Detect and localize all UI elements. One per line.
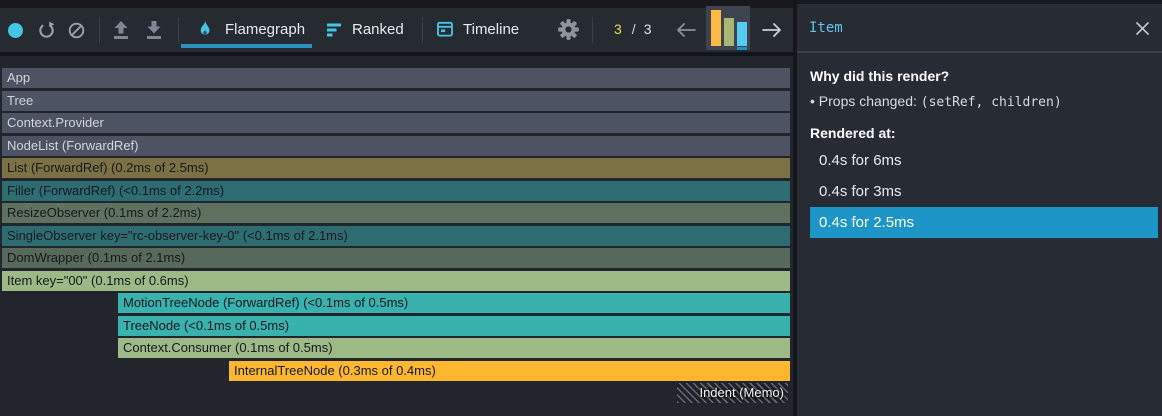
tab-flamegraph[interactable]	[196, 20, 214, 38]
toolbar-divider	[178, 17, 179, 43]
selected-component-name: Item	[809, 20, 843, 36]
selected-commit-indicator	[737, 47, 747, 50]
bullet: •	[810, 93, 815, 109]
current-commit-number: 3	[614, 21, 622, 37]
render-reason: • Props changed: (setRef, children)	[810, 93, 1158, 110]
commit-bar[interactable]	[737, 22, 747, 46]
flame-bar-motion-tree-node[interactable]: MotionTreeNode (ForwardRef) (<0.1ms of 0…	[118, 293, 790, 313]
commit-bar[interactable]	[711, 10, 721, 46]
timeline-calendar-icon	[436, 20, 454, 38]
flamegraph-rows: App Tree Context.Provider NodeList (Forward…	[0, 56, 793, 416]
download-icon	[143, 20, 165, 41]
changed-props-code: (setRef, children)	[920, 95, 1062, 110]
window-top-strip	[0, 0, 1162, 8]
flame-bar-tree-node[interactable]: TreeNode (<0.1ms of 0.5ms)	[118, 315, 790, 336]
flame-bar-resize-observer[interactable]: ResizeObserver (0.1ms of 2.2ms)	[2, 203, 790, 223]
profiler-toolbar: Flamegraph Ranked T	[0, 6, 793, 52]
reload-icon	[37, 21, 56, 40]
next-commit-button[interactable]	[762, 23, 782, 37]
panel-divider	[793, 0, 797, 416]
toolbar-divider	[592, 17, 593, 43]
total-commit-number: 3	[643, 21, 652, 37]
arrow-right-icon	[762, 23, 782, 37]
rendered-at-title: Rendered at:	[810, 125, 896, 141]
settings-button[interactable]	[557, 18, 580, 41]
tab-ranked-label[interactable]: Ranked	[352, 21, 404, 38]
save-profile-button[interactable]	[143, 20, 165, 41]
tab-timeline[interactable]	[436, 20, 454, 38]
selected-element-panel: Item Why did this render? • Props change…	[797, 4, 1162, 416]
clear-profiling-button[interactable]	[68, 22, 85, 39]
flame-bar-internal-tree-node[interactable]: InternalTreeNode (0.3ms of 0.4ms)	[229, 360, 790, 381]
toolbar-divider	[99, 17, 100, 43]
load-profile-button[interactable]	[110, 20, 132, 41]
tab-ranked[interactable]	[325, 21, 343, 39]
upload-icon	[110, 20, 132, 41]
flame-bar-context-consumer[interactable]: Context.Consumer (0.1ms of 0.5ms)	[118, 338, 790, 358]
gear-icon	[557, 18, 580, 41]
flame-bar-item[interactable]: Item key="00" (0.1ms of 0.6ms)	[2, 270, 790, 291]
rendered-at-item[interactable]: 0.4s for 6ms	[819, 152, 902, 169]
active-tab-indicator	[181, 44, 312, 48]
panel-header: Item	[797, 4, 1162, 53]
previous-commit-button[interactable]	[676, 23, 696, 37]
flame-bar-nodelist[interactable]: NodeList (ForwardRef)	[2, 135, 790, 156]
flame-bar-context-provider[interactable]: Context.Provider	[2, 113, 790, 133]
commit-bar[interactable]	[724, 18, 734, 46]
toolbar-divider	[422, 17, 423, 43]
toolbar-bottom-border	[0, 52, 793, 56]
flame-icon	[196, 20, 214, 38]
block-icon	[68, 22, 85, 39]
ranked-bars-icon	[325, 21, 343, 39]
reload-and-profile-button[interactable]	[37, 21, 56, 40]
flame-bar-dom-wrapper[interactable]: DomWrapper (0.1ms of 2.1ms)	[2, 248, 790, 268]
flame-bar-indent-memo[interactable]: Indent (Memo)	[677, 383, 788, 403]
flame-bar-app[interactable]: App	[2, 68, 790, 88]
flame-bar-tree[interactable]: Tree	[2, 90, 790, 111]
why-did-this-render-title: Why did this render?	[810, 68, 950, 84]
flame-bar-list[interactable]: List (ForwardRef) (0.2ms of 2.5ms)	[2, 158, 790, 178]
rendered-at-item[interactable]: 0.4s for 2.5ms	[810, 207, 1158, 238]
arrow-left-icon	[676, 23, 696, 37]
record-button[interactable]	[8, 23, 23, 38]
tab-flamegraph-label[interactable]: Flamegraph	[225, 21, 306, 38]
render-reason-text: Props changed:	[818, 93, 917, 109]
commit-pagination: 3 / 3	[614, 21, 651, 37]
rendered-at-item[interactable]: 0.4s for 3ms	[819, 183, 902, 200]
panel-body: Why did this render? • Props changed: (s…	[797, 53, 1162, 238]
pagination-separator: /	[631, 21, 636, 37]
commit-selector[interactable]	[706, 6, 750, 50]
flame-bar-single-observer[interactable]: SingleObserver key="rc-observer-key-0" (…	[2, 225, 790, 246]
flame-bar-filler[interactable]: Filler (ForwardRef) (<0.1ms of 2.2ms)	[2, 180, 790, 201]
rendered-at-list: 0.4s for 6ms 0.4s for 3ms 0.4s for 2.5ms	[810, 145, 1158, 238]
close-icon[interactable]	[1135, 21, 1150, 36]
tab-timeline-label[interactable]: Timeline	[463, 21, 520, 38]
